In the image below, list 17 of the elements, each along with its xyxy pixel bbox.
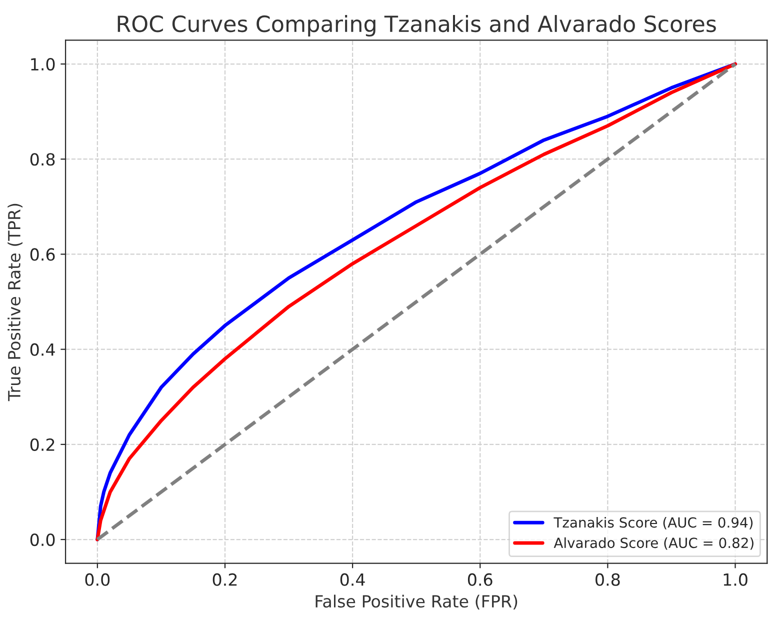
y-tick-label: 1.0: [31, 58, 55, 71]
legend-label: Alvarado Score (AUC = 0.82): [554, 537, 754, 550]
y-tick-label: 0.4: [30, 343, 55, 356]
legend-label: Tzanakis Score (AUC = 0.94): [554, 516, 753, 530]
x-axis-title: False Positive Rate (FPR): [316, 594, 518, 610]
x-tick-label: 0.4: [340, 573, 365, 586]
x-tick-label: 0.8: [596, 573, 620, 586]
y-axis-title: True Positive Rate (TPR): [8, 204, 22, 402]
x-tick-label: 0.0: [85, 573, 110, 586]
y-tick-label: 0.2: [30, 438, 54, 451]
y-tick-label: 0.8: [30, 153, 55, 166]
x-tick-label: 0.2: [212, 573, 237, 586]
chart-title: ROC Curves Comparing Tzanakis and Alvarado Scores: [118, 15, 716, 37]
y-tick-label: 0.6: [30, 248, 55, 261]
y-tick-label: 0.0: [30, 533, 55, 546]
x-tick-label: 0.6: [468, 573, 492, 586]
x-tick-label: 1.0: [724, 573, 748, 586]
